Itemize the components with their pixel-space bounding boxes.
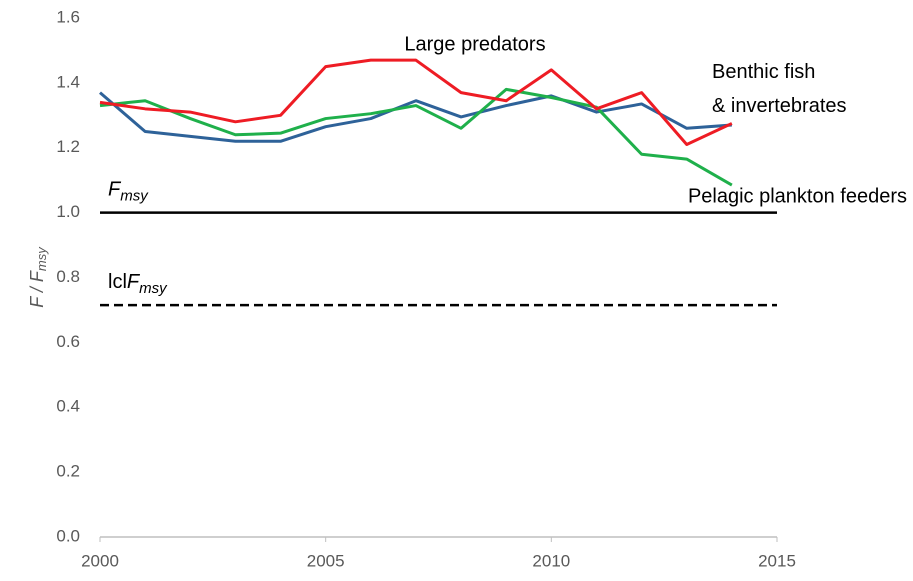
series-line — [99, 87, 733, 187]
y-tick-label: 0.4 — [56, 397, 80, 416]
y-label-subscript: msy — [34, 246, 49, 271]
y-label-symbol: F — [27, 296, 47, 308]
series-label: Benthic fish & invertebrates — [712, 61, 847, 117]
series-line — [99, 91, 732, 143]
y-tick-label: 0.0 — [56, 526, 80, 545]
y-tick-label: 1.0 — [56, 202, 80, 221]
x-tick-label: 2000 — [81, 551, 119, 570]
reference-label-text: lcl — [108, 271, 127, 293]
y-tick-label: 0.8 — [56, 267, 80, 286]
reference-label-symbol: F — [108, 179, 122, 201]
y-tick-label: 1.6 — [56, 7, 80, 26]
reference-label: Fmsy — [108, 179, 149, 205]
y-tick-label: 0.2 — [56, 462, 80, 481]
y-tick-label: 1.4 — [56, 72, 80, 91]
series-label: Pelagic plankton feeders — [688, 185, 907, 207]
reference-label-subscript: msy — [120, 188, 149, 205]
reference-label-symbol: F — [127, 271, 141, 293]
reference-label-subscript: msy — [139, 280, 168, 297]
reference-label: lclFmsy — [108, 271, 168, 297]
y-axis-label: F / Fmsy — [27, 246, 50, 308]
series-line — [99, 58, 733, 147]
x-tick-label: 2010 — [532, 551, 570, 570]
y-tick-label: 0.6 — [56, 332, 80, 351]
series-label: Large predators — [404, 33, 545, 55]
series-label-line: Benthic fish — [712, 61, 815, 83]
x-tick-label: 2015 — [758, 551, 796, 570]
x-tick-label: 2005 — [307, 551, 345, 570]
y-tick-label: 1.2 — [56, 137, 80, 156]
y-label-symbol: F — [27, 270, 47, 282]
y-label-separator: / — [27, 282, 47, 297]
series-label-line: & invertebrates — [712, 95, 847, 117]
